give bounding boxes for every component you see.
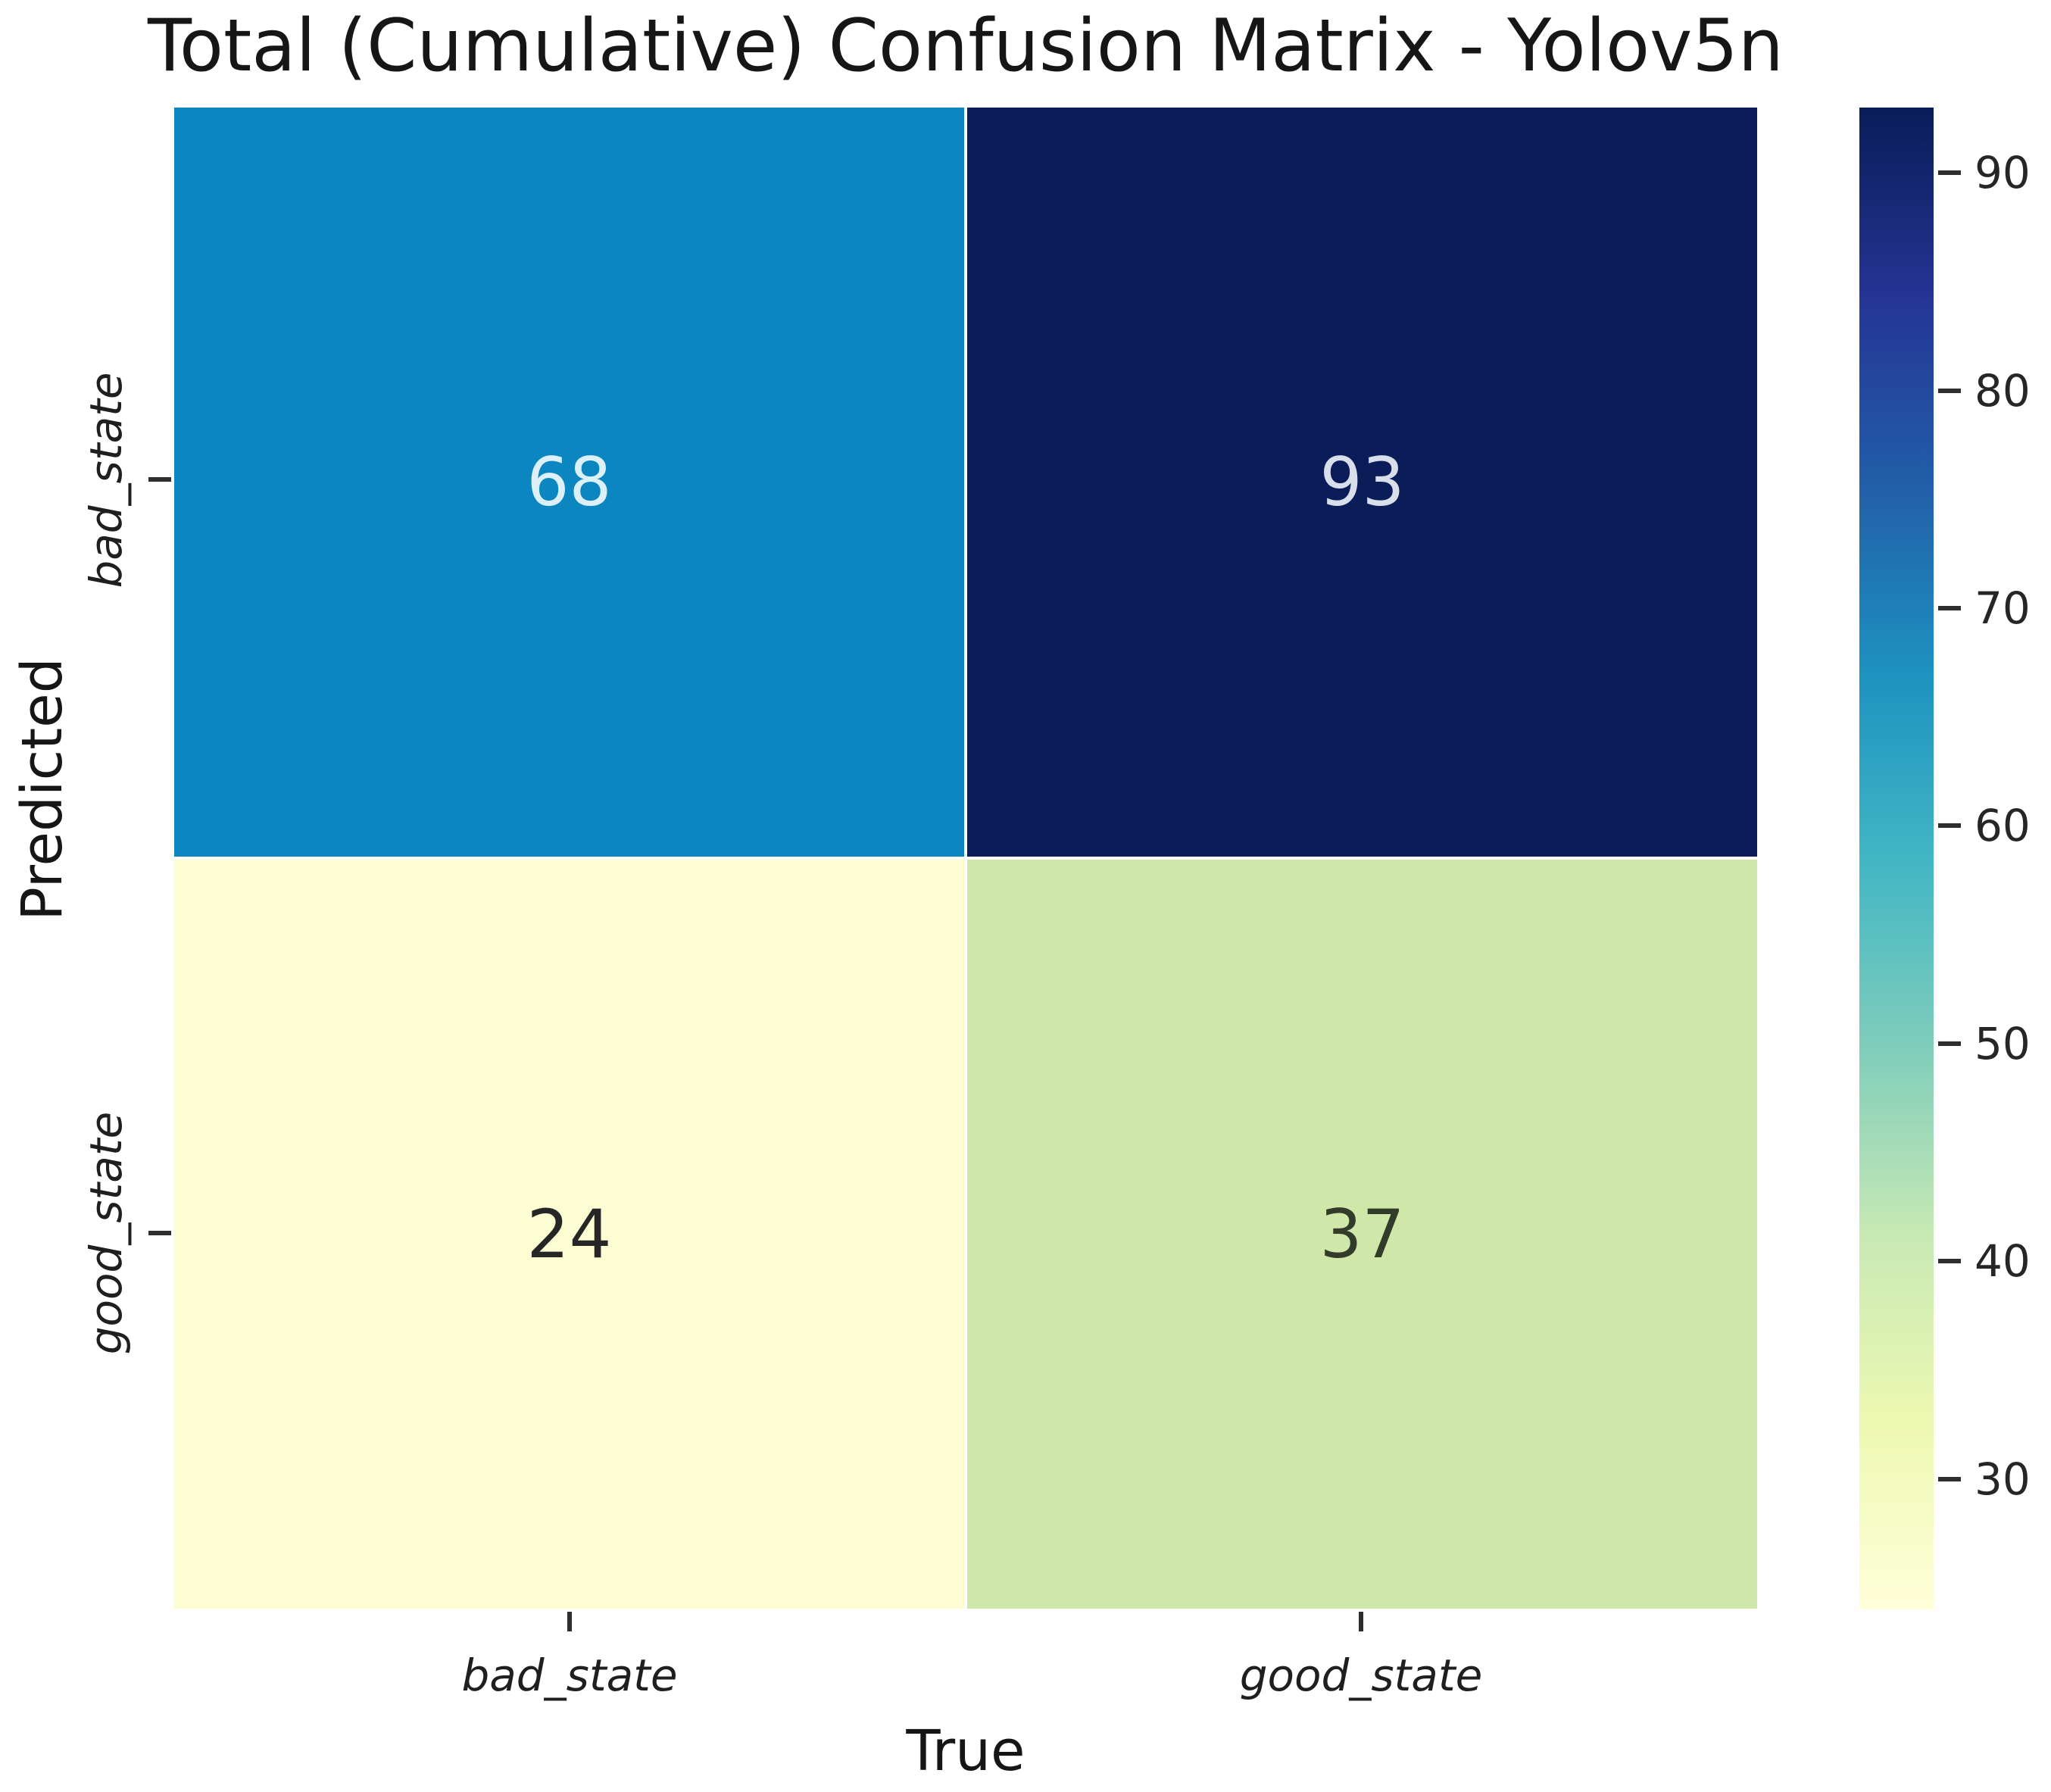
colorbar-tick-mark bbox=[1938, 1041, 1961, 1046]
x-axis-label: True bbox=[906, 1719, 1026, 1784]
colorbar-tick-label: 50 bbox=[1975, 1017, 2031, 1069]
colorbar-tick-label: 40 bbox=[1975, 1235, 2031, 1288]
x-tick-mark bbox=[567, 1612, 572, 1631]
colorbar: 90 80 70 60 50 40 30 bbox=[1859, 108, 2031, 1609]
x-tick-label-good-state: good_state bbox=[1239, 1650, 1483, 1701]
x-tick-mark bbox=[1359, 1612, 1363, 1631]
matrix-cell-pred-bad-true-bad: 68 bbox=[174, 108, 964, 857]
colorbar-tick-label: 30 bbox=[1975, 1453, 2031, 1505]
colorbar-tick-mark bbox=[1938, 823, 1961, 829]
cell-value: 93 bbox=[1319, 443, 1405, 521]
cell-value: 37 bbox=[1319, 1195, 1405, 1273]
colorbar-tick-label: 60 bbox=[1975, 800, 2031, 852]
colorbar-tick-mark bbox=[1938, 388, 1961, 393]
matrix-cell-pred-bad-true-good: 93 bbox=[967, 108, 1757, 857]
colorbar-tick-mark bbox=[1938, 606, 1961, 610]
colorbar-tick-label: 90 bbox=[1975, 147, 2031, 199]
heatmap-grid: 68 93 24 37 bbox=[174, 108, 1757, 1609]
chart-title: Total (Cumulative) Confusion Matrix - Yo… bbox=[147, 5, 1784, 88]
y-tick-label-bad-state: bad_state bbox=[80, 372, 132, 588]
colorbar-tick-label: 70 bbox=[1975, 582, 2031, 634]
y-tick-mark bbox=[148, 1231, 171, 1235]
y-axis-label: Predicted bbox=[10, 657, 75, 921]
cell-value: 68 bbox=[526, 443, 612, 521]
colorbar-tick-mark bbox=[1938, 1476, 1961, 1481]
colorbar-tick-mark bbox=[1938, 1259, 1961, 1264]
y-tick-mark bbox=[148, 477, 171, 482]
matrix-cell-pred-good-true-bad: 24 bbox=[174, 860, 964, 1609]
matrix-cell-pred-good-true-good: 37 bbox=[967, 860, 1757, 1609]
cell-value: 24 bbox=[526, 1195, 612, 1273]
colorbar-gradient bbox=[1859, 108, 1934, 1609]
y-tick-label-good-state: good_state bbox=[80, 1111, 132, 1355]
colorbar-tick-label: 80 bbox=[1975, 364, 2031, 417]
colorbar-tick-mark bbox=[1938, 170, 1961, 176]
x-tick-label-bad-state: bad_state bbox=[461, 1650, 678, 1701]
